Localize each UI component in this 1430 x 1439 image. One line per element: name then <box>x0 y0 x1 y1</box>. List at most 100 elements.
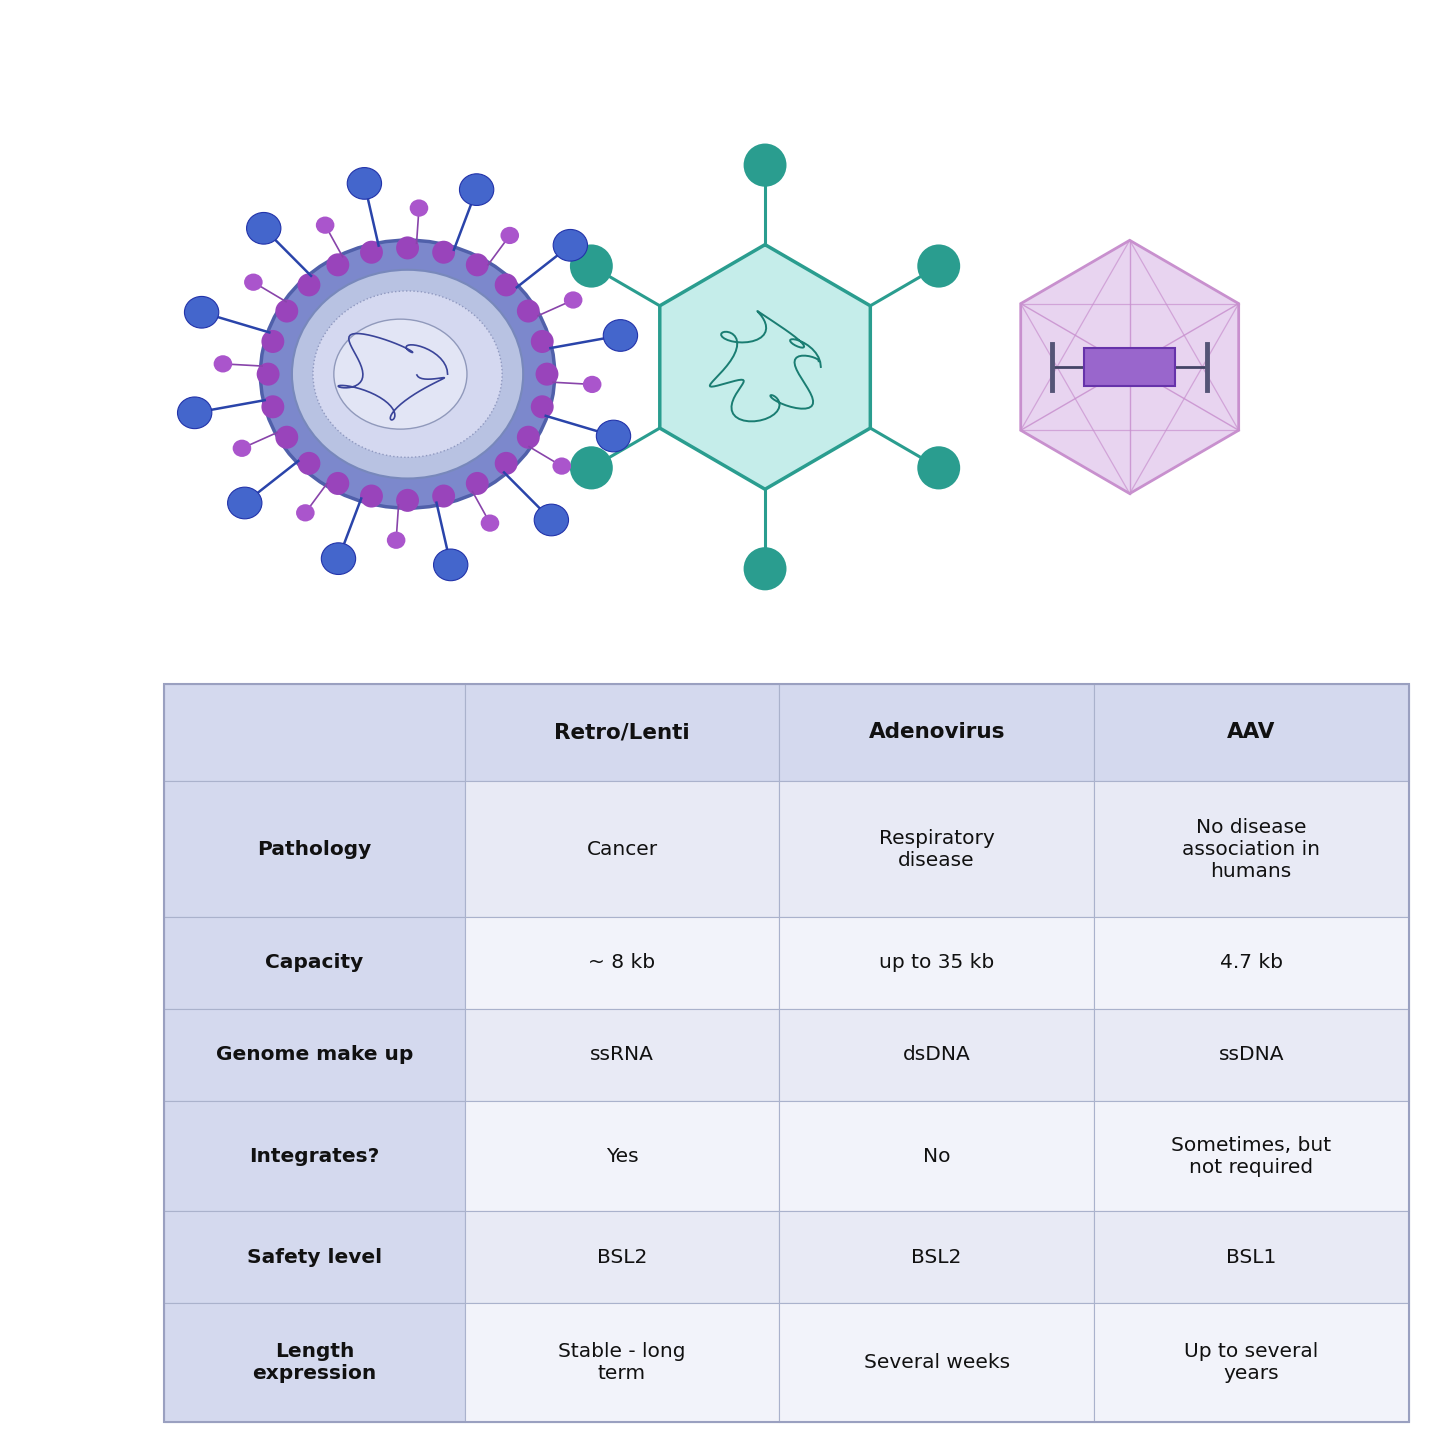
Bar <box>164 1009 465 1101</box>
Bar <box>164 684 1409 1422</box>
Text: 4.7 kb: 4.7 kb <box>1220 953 1283 973</box>
Circle shape <box>326 472 349 495</box>
Ellipse shape <box>316 216 335 233</box>
Ellipse shape <box>213 355 232 373</box>
Ellipse shape <box>313 291 502 458</box>
Ellipse shape <box>583 376 602 393</box>
Bar <box>779 1304 1094 1422</box>
Circle shape <box>262 396 285 419</box>
Ellipse shape <box>535 504 569 535</box>
Text: up to 35 kb: up to 35 kb <box>879 953 994 973</box>
Bar <box>779 1009 1094 1101</box>
Circle shape <box>396 489 419 512</box>
Circle shape <box>531 396 553 419</box>
Ellipse shape <box>563 291 582 308</box>
Bar <box>164 1304 465 1422</box>
Text: Pathology: Pathology <box>257 839 372 859</box>
Ellipse shape <box>459 174 493 206</box>
Circle shape <box>516 426 539 449</box>
Circle shape <box>531 330 553 353</box>
Circle shape <box>917 245 960 288</box>
Ellipse shape <box>603 319 638 351</box>
Ellipse shape <box>409 200 428 217</box>
Bar <box>1094 1212 1409 1304</box>
Text: Genome make up: Genome make up <box>216 1046 413 1065</box>
Bar <box>1094 1101 1409 1212</box>
Bar <box>465 1212 779 1304</box>
Bar <box>164 684 465 781</box>
Text: No disease
association in
humans: No disease association in humans <box>1183 817 1320 881</box>
Bar <box>164 917 465 1009</box>
Ellipse shape <box>433 550 468 581</box>
Circle shape <box>571 245 613 288</box>
Bar <box>164 1212 465 1304</box>
Ellipse shape <box>596 420 631 452</box>
Text: Adenovirus: Adenovirus <box>868 722 1005 743</box>
Text: Integrates?: Integrates? <box>249 1147 380 1166</box>
Circle shape <box>432 240 455 263</box>
Circle shape <box>276 426 299 449</box>
Bar <box>465 917 779 1009</box>
FancyBboxPatch shape <box>1084 348 1175 386</box>
Ellipse shape <box>552 458 571 475</box>
Ellipse shape <box>553 229 588 260</box>
Bar <box>1094 1009 1409 1101</box>
Ellipse shape <box>388 531 406 548</box>
Bar <box>779 781 1094 917</box>
Circle shape <box>297 273 320 296</box>
Ellipse shape <box>246 213 280 245</box>
Text: No: No <box>922 1147 951 1166</box>
Circle shape <box>256 363 279 386</box>
Bar <box>465 684 779 781</box>
Ellipse shape <box>480 515 499 532</box>
Circle shape <box>262 330 285 353</box>
Circle shape <box>744 144 787 187</box>
Bar <box>1094 917 1409 1009</box>
Circle shape <box>360 240 383 263</box>
Bar <box>164 781 465 917</box>
Polygon shape <box>1021 240 1238 494</box>
Text: Retro/Lenti: Retro/Lenti <box>555 722 689 743</box>
Bar <box>465 781 779 917</box>
Text: Yes: Yes <box>606 1147 638 1166</box>
Bar <box>465 1304 779 1422</box>
Ellipse shape <box>184 296 219 328</box>
Ellipse shape <box>177 397 212 429</box>
Ellipse shape <box>245 273 263 291</box>
Ellipse shape <box>227 488 262 519</box>
Circle shape <box>360 485 383 508</box>
Bar <box>465 1009 779 1101</box>
Text: ssDNA: ssDNA <box>1218 1046 1284 1065</box>
Bar <box>779 1212 1094 1304</box>
Bar <box>1094 684 1409 781</box>
Text: Length
expression: Length expression <box>253 1343 376 1383</box>
Circle shape <box>326 253 349 276</box>
Ellipse shape <box>322 543 356 574</box>
Circle shape <box>571 446 613 489</box>
Bar <box>779 917 1094 1009</box>
Text: Up to several
years: Up to several years <box>1184 1343 1318 1383</box>
Text: Several weeks: Several weeks <box>864 1353 1010 1373</box>
Ellipse shape <box>333 319 468 429</box>
Polygon shape <box>659 245 871 489</box>
Circle shape <box>466 253 489 276</box>
Ellipse shape <box>296 504 315 521</box>
Bar <box>1094 1304 1409 1422</box>
Ellipse shape <box>260 240 555 508</box>
Text: Safety level: Safety level <box>247 1248 382 1266</box>
Ellipse shape <box>233 440 252 458</box>
Text: Respiratory
disease: Respiratory disease <box>879 829 994 869</box>
Text: BSL2: BSL2 <box>911 1248 962 1266</box>
Text: Cancer: Cancer <box>586 839 658 859</box>
Circle shape <box>516 299 539 322</box>
Ellipse shape <box>500 227 519 245</box>
Text: dsDNA: dsDNA <box>902 1046 971 1065</box>
Bar <box>779 1101 1094 1212</box>
Text: Capacity: Capacity <box>266 953 363 973</box>
Text: BSL1: BSL1 <box>1226 1248 1277 1266</box>
Circle shape <box>432 485 455 508</box>
Circle shape <box>466 472 489 495</box>
Text: BSL2: BSL2 <box>596 1248 648 1266</box>
Ellipse shape <box>292 269 523 479</box>
Bar <box>465 1101 779 1212</box>
